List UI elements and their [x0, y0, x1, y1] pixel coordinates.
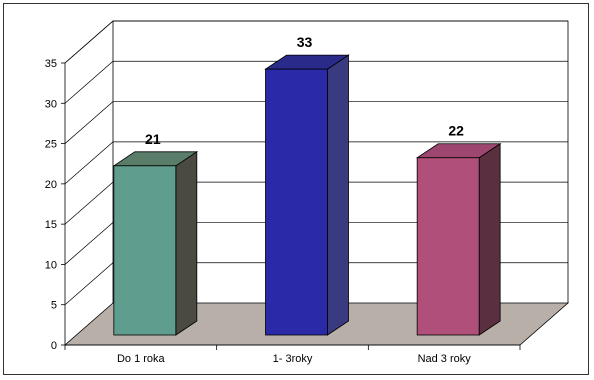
y-tick-label: 0	[51, 340, 57, 352]
y-tick-label: 20	[45, 179, 57, 191]
axis-layer	[61, 20, 521, 350]
bar-side-face	[175, 151, 198, 336]
y-axis-depth-line	[64, 20, 114, 64]
y-tick-label-layer: 0 5 10 15 20 25 30 35	[45, 58, 57, 352]
data-label: 33	[297, 34, 313, 50]
bar-side-face	[478, 142, 501, 336]
y-tick-label: 35	[45, 58, 57, 70]
data-label-layer: 21 33 22	[145, 34, 464, 147]
data-label: 21	[145, 131, 161, 147]
y-gridline	[64, 60, 568, 104]
x-tick-label: Do 1 roka	[117, 353, 166, 365]
x-tick-label: Nad 3 roky	[418, 353, 472, 365]
y-tick-label: 5	[51, 300, 57, 312]
y-gridline	[64, 101, 568, 144]
y-gridline	[64, 141, 568, 185]
category-label-layer: Do 1 roka 1- 3roky Nad 3 roky	[117, 353, 471, 365]
bar	[265, 68, 328, 336]
y-gridline	[64, 181, 568, 225]
y-tick-label: 25	[45, 139, 57, 151]
gridline-layer	[64, 20, 569, 305]
y-tick-label: 30	[45, 98, 57, 110]
bar-layer	[112, 54, 502, 336]
bar-side-face	[327, 54, 349, 336]
bar	[113, 165, 177, 336]
y-tick-label: 10	[45, 259, 57, 271]
x-tick-label: 1- 3roky	[273, 353, 313, 365]
y-gridline	[64, 222, 568, 265]
y-gridline	[64, 262, 568, 305]
y-tick-label: 15	[45, 219, 57, 231]
bar	[416, 157, 480, 336]
data-label: 22	[448, 123, 464, 139]
